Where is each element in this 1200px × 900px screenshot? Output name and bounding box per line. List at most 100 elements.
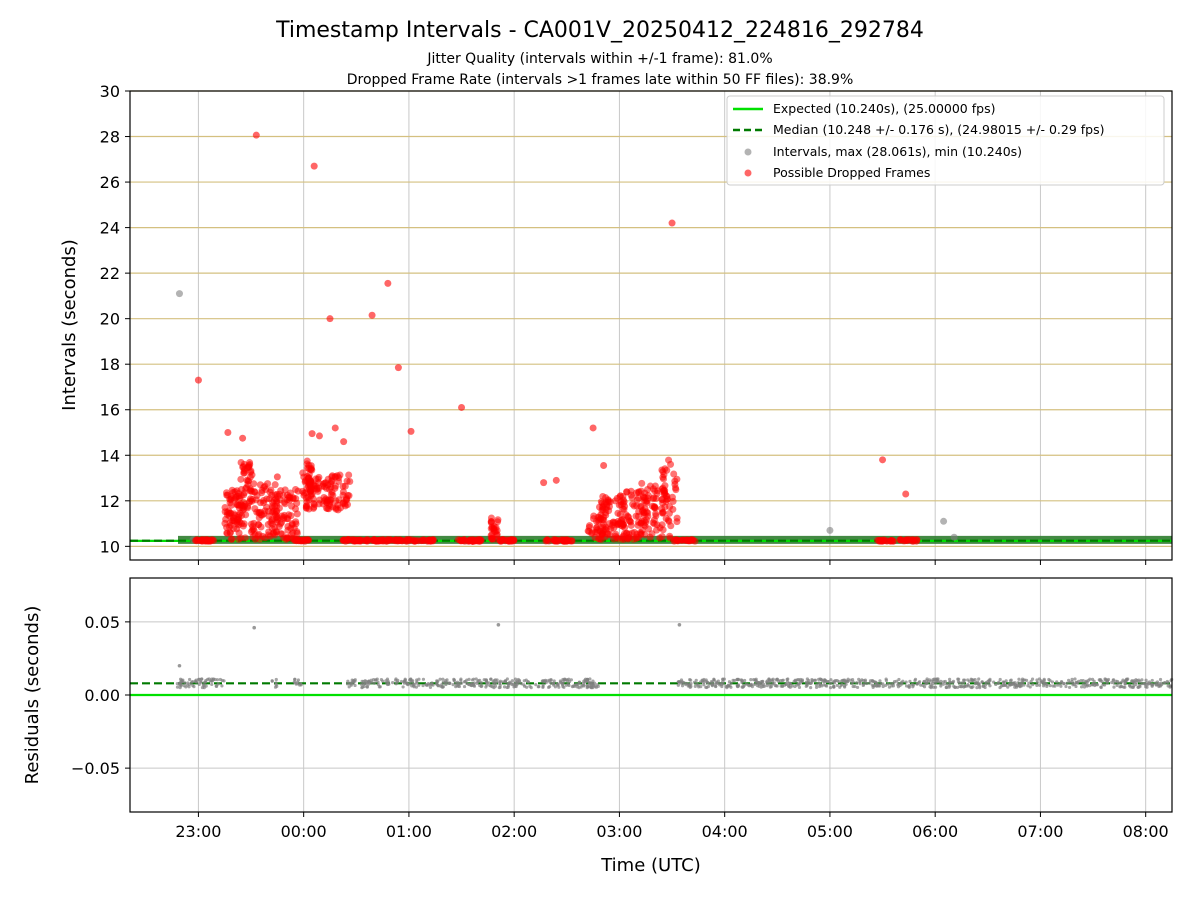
dropped-frame-point [280, 511, 288, 519]
residual-point [922, 685, 927, 689]
dropped-frame-point [346, 477, 354, 485]
dropped-frame-point [275, 523, 283, 531]
residual-point [1059, 684, 1063, 688]
dropped-frame-point [369, 536, 377, 544]
residual-point [1145, 682, 1149, 687]
residual-point [472, 684, 477, 688]
residual-point [214, 684, 219, 688]
residual-point [1092, 679, 1096, 683]
dropped-frame-point [287, 524, 295, 532]
residual-point [1118, 685, 1122, 689]
residual-point [735, 678, 739, 682]
dropped-frame-point [599, 492, 607, 500]
residual-point [479, 680, 483, 685]
residual-point [590, 683, 594, 688]
residual-point [394, 682, 398, 686]
dropped-frame-point [887, 537, 895, 545]
residual-point [933, 685, 938, 689]
residual-point [347, 685, 351, 689]
residual-point [445, 678, 449, 682]
residual-point [569, 678, 573, 682]
residual-point [953, 685, 958, 689]
dropped-frame-point [616, 510, 624, 518]
dropped-frame-point [598, 529, 606, 537]
residual-point [441, 677, 445, 681]
dropped-frame-point [335, 496, 343, 504]
dropped-frame-point [240, 469, 248, 477]
residual-point [470, 678, 474, 682]
residual-point [969, 685, 973, 689]
residual-point [177, 663, 182, 668]
dropped-frame-point [641, 522, 649, 530]
residual-point [270, 679, 274, 683]
residual-point [960, 681, 964, 685]
dropped-frame-point [673, 536, 681, 544]
residual-point [855, 685, 860, 690]
legend-swatch-intervals [744, 148, 752, 156]
residual-point [1150, 682, 1154, 687]
dropped-frame-point [627, 491, 635, 499]
residual-point [1086, 678, 1091, 683]
residual-point [204, 678, 208, 683]
dropped-frame-point [670, 470, 678, 478]
dropped-frame-point [637, 530, 645, 538]
x-tick-label: 03:00 [596, 822, 642, 841]
residual-point [770, 679, 775, 683]
dropped-frame-point [204, 537, 212, 545]
residual-point [421, 677, 426, 681]
dropped-frame-point [638, 479, 646, 487]
dropped-frame-point [632, 535, 640, 543]
dropped-frame-point [668, 219, 676, 227]
dropped-frame-point [341, 482, 349, 490]
residual-point [252, 625, 256, 630]
residual-point [514, 684, 518, 689]
dropped-frame-point [237, 459, 245, 467]
residual-point [754, 678, 758, 683]
dropped-frame-point [678, 536, 686, 544]
x-tick-label: 06:00 [912, 822, 958, 841]
residual-point [296, 678, 300, 682]
dropped-frame-point [635, 488, 643, 496]
residual-point [814, 685, 819, 689]
residual-point [293, 677, 297, 682]
dropped-frame-point [339, 536, 347, 544]
residual-point [957, 681, 962, 685]
residual-point [1145, 685, 1149, 689]
dropped-frame-point [261, 534, 269, 542]
x-axis-label: Time (UTC) [600, 855, 701, 876]
residual-point [1002, 681, 1006, 685]
residual-point [857, 677, 861, 682]
x-tick-label: 08:00 [1123, 822, 1169, 841]
residual-point [987, 682, 991, 686]
dropped-frame-point [652, 510, 660, 518]
residual-point [405, 682, 409, 686]
residual-point [1115, 679, 1120, 684]
residual-point [345, 682, 350, 686]
residual-point [591, 679, 595, 683]
residual-point [879, 682, 883, 686]
residual-point [740, 678, 744, 682]
dropped-frame-point [688, 536, 696, 544]
x-tick-label: 23:00 [175, 822, 221, 841]
residual-point [587, 681, 591, 685]
residual-point [692, 680, 697, 684]
residual-point [510, 679, 514, 683]
residual-point [697, 685, 701, 689]
dropped-frame-point [315, 500, 323, 508]
dropped-frame-point [277, 530, 285, 538]
residual-point [1111, 678, 1115, 683]
residual-point [525, 685, 529, 689]
legend-box [726, 95, 1165, 186]
x-tick-label: 01:00 [386, 822, 432, 841]
intervals-y-tick-label: 18 [100, 355, 120, 374]
residual-point [1074, 680, 1078, 684]
residual-point [376, 680, 380, 684]
residual-point [175, 682, 179, 686]
residual-point [220, 678, 224, 683]
residual-point [487, 681, 491, 685]
residual-point [689, 682, 693, 686]
residual-point [680, 684, 685, 688]
residual-point [387, 682, 391, 686]
residual-point [187, 685, 191, 689]
x-tick-label: 04:00 [702, 822, 748, 841]
